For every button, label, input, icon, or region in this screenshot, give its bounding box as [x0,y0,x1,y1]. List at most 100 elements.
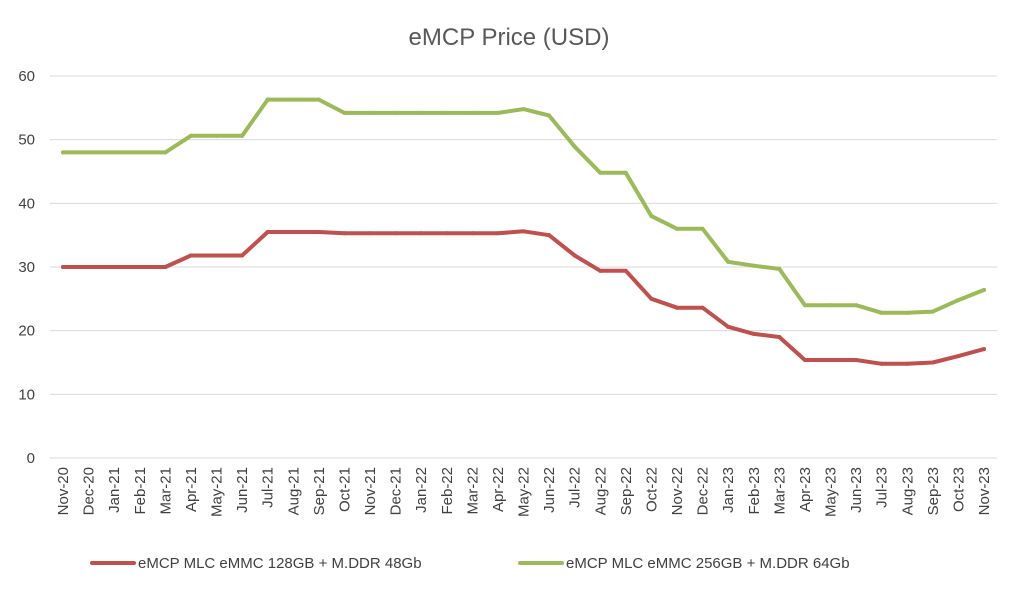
x-tick-label: Nov-22 [669,467,686,515]
data-point [572,144,577,149]
data-point [470,231,475,236]
data-point [61,265,65,269]
chart-title: eMCP Price (USD) [409,24,610,51]
data-point [316,229,321,234]
data-point [368,110,372,115]
x-tick-label: Jun-23 [848,467,865,513]
x-tick-label: Aug-22 [592,467,609,515]
y-tick-label: 40 [18,195,35,212]
x-tick-label: Oct-22 [643,467,660,512]
x-tick-label: Nov-23 [976,467,993,515]
data-point [930,309,935,314]
y-tick-label: 20 [18,323,35,340]
data-point [982,287,986,292]
data-point [86,265,91,269]
legend-label: eMCP MLC eMMC 256GB + M.DDR 64Gb [566,555,850,572]
x-tick-label: Mar-22 [464,467,481,515]
data-point [547,233,552,238]
data-point [802,357,807,362]
gridlines [50,75,997,459]
data-point [265,97,270,102]
data-point [854,357,859,362]
data-point [956,298,961,303]
x-tick-label: Sep-22 [618,467,635,515]
data-point [291,97,296,102]
data-point [956,354,961,359]
data-point [495,110,500,115]
data-point [751,331,756,336]
data-point [112,150,117,155]
x-tick-label: May-23 [823,467,840,517]
x-tick-label: Oct-21 [336,467,353,512]
data-point [419,231,424,236]
x-tick-label: Jan-23 [720,467,737,513]
x-tick-label: Aug-21 [285,467,302,515]
data-point [598,268,603,273]
data-point [214,253,219,258]
data-point [163,150,168,155]
data-point [675,305,679,310]
x-tick-label: Nov-20 [55,467,72,515]
x-tick-label: Mar-21 [157,467,174,515]
data-point [163,265,168,269]
legend-label: eMCP MLC eMMC 128GB + M.DDR 48Gb [138,555,422,572]
data-point [930,360,935,365]
data-point [137,150,142,155]
y-tick-label: 50 [18,132,35,149]
data-point [137,265,142,269]
y-tick-label: 30 [18,259,35,276]
x-tick-label: Jan-21 [106,467,123,513]
y-tick-label: 60 [18,68,35,85]
data-point [419,110,424,115]
data-point [726,324,731,329]
data-point [112,265,117,269]
x-tick-label: Jul-21 [260,467,277,508]
data-point [675,226,679,231]
x-tick-label: Feb-23 [746,467,763,515]
data-point [342,231,347,236]
y-tick-label: 0 [27,450,35,467]
x-tick-label: Jul-22 [567,467,584,508]
x-tick-label: Oct-23 [950,467,967,512]
x-axis-tick-labels: Nov-20 Dec-20 Jan-21 Feb-21 Mar-21 Apr-21 May-… [55,467,993,517]
legend: eMCP MLC eMMC 128GB + M.DDR 48Gb eMCP MLC… [90,555,850,572]
series-lines [61,97,986,366]
x-tick-label: Feb-21 [132,467,149,515]
data-point [879,310,884,315]
data-point [854,303,859,308]
data-point [802,303,807,308]
data-point [214,133,219,138]
data-point [879,361,884,366]
data-point [393,110,398,115]
data-point [649,296,654,301]
x-tick-label: Apr-23 [797,467,814,512]
x-tick-label: Apr-22 [490,467,507,512]
data-point [572,253,577,258]
x-tick-label: Jan-22 [413,467,430,513]
data-point [240,253,245,258]
data-point [521,107,526,112]
x-tick-label: Feb-22 [439,467,456,515]
x-tick-label: Dec-20 [81,467,98,515]
data-point [905,361,910,366]
data-point [623,170,628,175]
data-point [86,150,91,155]
series-line-1 [61,229,986,366]
data-point [444,231,449,236]
series-line-2 [61,97,986,315]
data-point [982,347,986,352]
y-tick-label: 10 [18,386,35,403]
data-point [495,231,500,236]
data-point [623,268,628,273]
data-point [521,229,526,234]
data-point [751,263,756,268]
x-tick-label: Mar-23 [771,467,788,515]
data-point [828,357,833,362]
data-point [470,110,475,115]
data-point [316,97,321,102]
x-tick-label: May-22 [516,467,533,517]
x-tick-label: Sep-23 [925,467,942,515]
x-tick-label: Nov-21 [362,467,379,515]
